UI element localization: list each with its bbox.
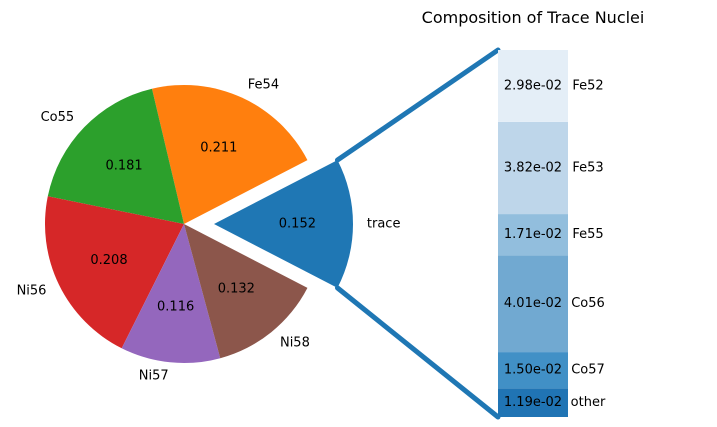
pie-chart: 0.152 trace 0.211 Fe54 0.181 Co55 0.208 Ni56 0.1…: [17, 78, 401, 384]
pie-value-label-fe54: 0.211: [200, 141, 237, 156]
bar-category-label-fe55: Fe55: [572, 227, 603, 242]
bar-segment-co56: [498, 255, 568, 353]
pie-slice-ni56: [45, 196, 184, 349]
bar-category-label-co57: Co57: [571, 363, 605, 378]
pie-value-label-co55: 0.181: [105, 158, 142, 173]
connector-lines: [334, 47, 501, 420]
bar-value-label-co57: 1.50e-02: [504, 363, 562, 378]
connector-line-bottom: [334, 285, 501, 420]
bar-value-label-fe55: 1.71e-02: [504, 227, 562, 242]
bar-segment-fe52: [498, 50, 568, 122]
pie-value-label-ni57: 0.116: [157, 299, 194, 314]
pie-category-label-ni58: Ni58: [280, 336, 310, 351]
pie-value-label-ni56: 0.208: [90, 253, 127, 268]
bar-category-label-fe53: Fe53: [572, 160, 603, 175]
pie-slice-trace: [214, 160, 353, 288]
pie-slice-ni57: [121, 224, 221, 363]
bar-segment-fe55: [498, 214, 568, 256]
connector-line-top: [334, 47, 501, 163]
pie-slice-ni58: [184, 224, 308, 359]
pie-slice-fe54: [151, 85, 308, 225]
bar-category-label-fe52: Fe52: [572, 78, 603, 93]
bar-segment-fe53: [498, 121, 568, 215]
pie-category-label-co55: Co55: [41, 110, 75, 125]
pie-category-label-ni56: Ni56: [17, 283, 47, 298]
bar-segment-other: [498, 388, 568, 417]
bar-value-label-other: 1.19e-02: [504, 395, 562, 410]
bar-value-label-fe53: 3.82e-02: [504, 160, 562, 175]
pie-category-label-fe54: Fe54: [248, 78, 279, 93]
bar-category-label-co56: Co56: [571, 296, 605, 311]
pie-value-label-trace: 0.152: [279, 217, 316, 232]
pie-value-label-ni58: 0.132: [218, 281, 255, 296]
bar-value-label-fe52: 2.98e-02: [504, 78, 562, 93]
bar-category-label-other: other: [571, 395, 606, 410]
bar-value-label-co56: 4.01e-02: [504, 296, 562, 311]
pie-category-label-ni57: Ni57: [139, 369, 169, 384]
stacked-bar-chart: 1.19e-02 other 1.50e-02 Co57 4.01e-02 Co56 1.7…: [498, 50, 606, 417]
bar-segment-co57: [498, 352, 568, 389]
bar-chart-title: Composition of Trace Nuclei: [422, 8, 645, 27]
pie-slice-co55: [47, 88, 185, 224]
pie-category-label-trace: trace: [367, 217, 401, 232]
